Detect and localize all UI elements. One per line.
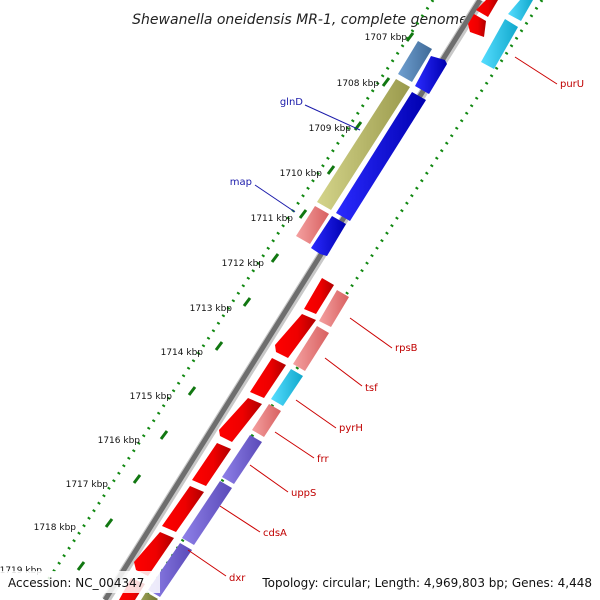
feature-lane-a-upper — [296, 41, 432, 244]
gene-arrow-red-top-2 — [468, 14, 486, 37]
gene-box-tsf — [293, 326, 329, 371]
tick-label-1707: 1707 kbp — [365, 33, 408, 43]
gene-arrow-red-1 — [304, 278, 334, 314]
gene-box-rpsB — [319, 290, 349, 327]
scale-tick-marks — [76, 32, 415, 571]
footer: Accession: NC_004347 Topology: circular;… — [0, 571, 600, 593]
footer-left-bg — [0, 571, 160, 593]
gene-labels: glnD map purU rpsB tsf pyrH frr uppS cds… — [229, 79, 584, 584]
gene-label-rpsB: rpsB — [395, 343, 418, 354]
feature-lane-b-lower — [141, 290, 349, 600]
gene-arrow-red-7 — [134, 532, 174, 576]
map-title: Shewanella oneidensis MR-1, complete gen… — [132, 12, 468, 28]
gene-box-uppS — [222, 435, 262, 484]
gene-arrow-red-top — [476, 0, 498, 17]
tick-label-1718: 1718 kbp — [34, 523, 77, 533]
gene-box-steelblue — [398, 41, 432, 82]
gene-label-pyrH: pyrH — [339, 423, 363, 434]
feature-lane-b-upper — [311, 56, 447, 256]
gene-arrow-red-4 — [219, 398, 262, 442]
gene-arrow-red-3 — [250, 358, 286, 398]
feature-lane-a-lower — [119, 278, 334, 600]
gene-arrow-red-5 — [192, 443, 231, 486]
tick-label-1709: 1709 kbp — [309, 124, 352, 134]
gene-box-olive-bottom — [141, 592, 158, 600]
tick-label-1713: 1713 kbp — [190, 304, 233, 314]
gene-arrow-blue-1 — [415, 56, 447, 94]
accession-text: Accession: NC_004347 — [8, 576, 144, 590]
footer-right-bg — [252, 571, 600, 593]
gene-box-cyan-top — [508, 0, 533, 21]
tick-label-1716: 1716 kbp — [98, 436, 141, 446]
gene-label-purU: purU — [560, 79, 584, 90]
gene-arrow-red-2 — [275, 314, 316, 358]
gene-label-cdsA: cdsA — [263, 528, 287, 539]
gene-box-blue-2 — [336, 92, 426, 221]
gene-label-map: map — [230, 177, 252, 188]
tick-label-1711: 1711 kbp — [251, 214, 294, 224]
gene-label-glnD: glnD — [280, 97, 303, 108]
gene-box-map — [296, 206, 329, 244]
gene-box-glnD — [317, 79, 410, 210]
label-leader-lines — [187, 56, 558, 577]
tick-label-1715: 1715 kbp — [130, 392, 173, 402]
scale-tick-labels: 1707 kbp 1708 kbp 1709 kbp 1710 kbp 1711… — [0, 33, 407, 576]
tick-label-1708: 1708 kbp — [337, 79, 380, 89]
gene-label-tsf: tsf — [365, 383, 378, 394]
gene-box-frr — [252, 404, 281, 437]
tick-label-1714: 1714 kbp — [161, 348, 204, 358]
gene-label-dxr: dxr — [229, 573, 246, 584]
tick-label-1717: 1717 kbp — [66, 480, 109, 490]
gene-box-cdsA — [182, 481, 232, 545]
tick-label-1710: 1710 kbp — [280, 169, 323, 179]
tick-label-1712: 1712 kbp — [222, 259, 265, 269]
genome-summary-text: Topology: circular; Length: 4,969,803 bp… — [261, 576, 592, 590]
gene-box-purU — [481, 19, 518, 69]
gene-arrow-blue-3 — [311, 216, 346, 256]
gene-box-pyrH — [271, 369, 303, 406]
gene-label-uppS: uppS — [291, 488, 316, 499]
feature-top-right — [468, 0, 533, 69]
gene-arrow-red-6 — [162, 486, 204, 532]
gene-label-frr: frr — [317, 454, 329, 465]
